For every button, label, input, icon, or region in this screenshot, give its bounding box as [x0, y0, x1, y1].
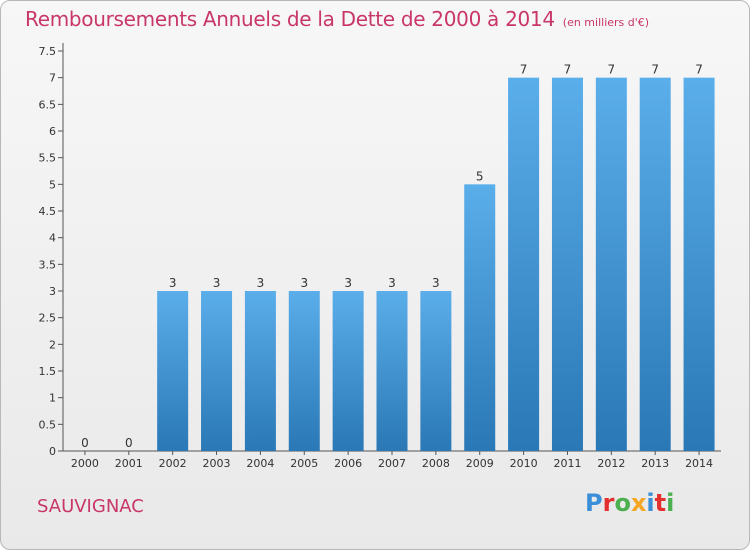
x-tick-label: 2003 [203, 457, 231, 470]
logo-letter: i [666, 489, 675, 517]
data-label: 3 [344, 276, 352, 290]
y-tick-label: 3 [49, 285, 56, 298]
logo-letter: t [654, 489, 667, 517]
data-label: 0 [125, 436, 133, 450]
y-tick-label: 2.5 [39, 312, 57, 325]
bar [639, 77, 671, 452]
x-tick-label: 2013 [641, 457, 669, 470]
y-tick-label: 3.5 [39, 258, 57, 271]
y-tick-label: 1.5 [39, 365, 57, 378]
y-tick-label: 0.5 [39, 418, 57, 431]
bar [201, 291, 233, 451]
bar [332, 291, 364, 451]
x-tick-label: 2004 [246, 457, 274, 470]
bar [244, 291, 276, 451]
y-tick-label: 5.5 [39, 152, 57, 165]
data-label: 3 [213, 276, 221, 290]
logo-letter: P [585, 489, 603, 517]
logo-letter: o [614, 489, 631, 517]
x-tick-label: 2000 [71, 457, 99, 470]
x-tick-label: 2006 [334, 457, 362, 470]
chart-unit: (en milliers d'€) [562, 16, 650, 29]
bar [420, 291, 452, 451]
chart-title-text: Remboursements Annuels de la Dette de 20… [25, 7, 555, 31]
bar [376, 291, 408, 451]
bar [595, 77, 627, 452]
data-label: 3 [169, 276, 177, 290]
x-tick-label: 2010 [510, 457, 538, 470]
place-name: SAUVIGNAC [37, 496, 144, 517]
y-tick-label: 6.5 [39, 98, 57, 111]
x-tick-label: 2014 [685, 457, 713, 470]
x-tick-label: 2001 [115, 457, 143, 470]
data-label: 5 [476, 169, 484, 183]
x-tick-label: 2007 [378, 457, 406, 470]
chart-title: Remboursements Annuels de la Dette de 20… [25, 7, 649, 31]
y-tick-label: 6 [49, 125, 56, 138]
x-tick-label: 2005 [290, 457, 318, 470]
plot-area: 0 0.5 1 1.5 2 2.5 3 3.5 4 4.5 5 5.5 6 6.5 7 7.5 2000 0 200… [39, 43, 721, 470]
y-tick-label: 7 [49, 72, 56, 85]
bar [683, 77, 715, 452]
proxiti-logo: Proxiti [585, 489, 674, 517]
x-tick-label: 2011 [553, 457, 581, 470]
y-tick-label: 4.5 [39, 205, 57, 218]
bar [464, 184, 496, 452]
data-label: 7 [651, 63, 659, 77]
data-label: 3 [300, 276, 308, 290]
x-tick-label: 2009 [466, 457, 494, 470]
data-label: 7 [608, 63, 616, 77]
data-label: 7 [520, 63, 528, 77]
y-tick-label: 2 [49, 338, 56, 351]
y-tick-label: 4 [49, 232, 56, 245]
y-tick-label: 0 [49, 445, 56, 458]
bar [508, 77, 540, 452]
y-tick-label: 5 [49, 178, 56, 191]
bar [551, 77, 583, 452]
data-label: 0 [81, 436, 89, 450]
bar [157, 291, 189, 451]
y-tick-label: 7.5 [39, 45, 57, 58]
data-label: 3 [388, 276, 396, 290]
data-label: 3 [257, 276, 265, 290]
data-label: 7 [564, 63, 572, 77]
x-tick-label: 2012 [597, 457, 625, 470]
data-label: 7 [695, 63, 703, 77]
bar [288, 291, 320, 451]
y-tick-label: 1 [49, 392, 56, 405]
logo-letter: r [602, 489, 615, 517]
logo-letter: x [630, 489, 647, 517]
x-tick-label: 2002 [159, 457, 187, 470]
logo-letter: i [646, 489, 655, 517]
x-tick-label: 2008 [422, 457, 450, 470]
data-label: 3 [432, 276, 440, 290]
